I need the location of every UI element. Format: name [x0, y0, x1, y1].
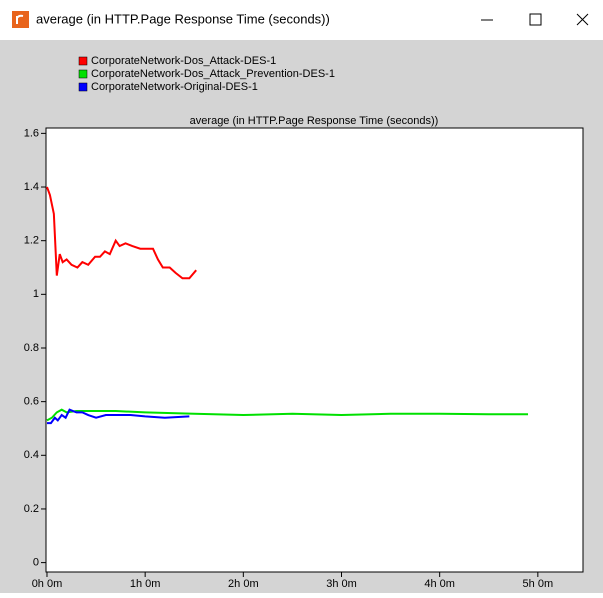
- title-bar: [0, 0, 603, 40]
- y-tick-label: 1.6: [24, 127, 39, 139]
- window-title: average (in HTTP.Page Response Time (sec…: [36, 11, 330, 26]
- y-tick-label: 1.4: [24, 181, 39, 193]
- chart-title: average (in HTTP.Page Response Time (sec…: [190, 115, 439, 127]
- y-tick-label: 0.2: [24, 503, 39, 515]
- series-line: [46, 408, 529, 422]
- x-tick-label: 0h 0m: [32, 578, 63, 590]
- y-tick-label: 0.4: [24, 449, 39, 461]
- legend-swatch: [78, 69, 88, 79]
- legend-label: CorporateNetwork-Dos_Attack_Prevention-D…: [91, 68, 335, 80]
- maximize-button[interactable]: [529, 13, 542, 26]
- legend-swatch: [78, 56, 88, 66]
- plot-area: [45, 127, 584, 573]
- close-button[interactable]: [576, 13, 589, 26]
- series-line: [46, 408, 190, 425]
- legend-label: CorporateNetwork-Original-DES-1: [91, 81, 258, 93]
- series-line: [46, 186, 197, 280]
- y-tick-label: 1: [33, 288, 39, 300]
- x-tick-label: 3h 0m: [326, 578, 357, 590]
- y-tick-label: 0: [33, 557, 39, 569]
- x-tick-label: 4h 0m: [424, 578, 455, 590]
- legend-swatch: [78, 82, 88, 92]
- app-icon-glyph: [16, 14, 24, 24]
- y-tick-label: 1.2: [24, 235, 39, 247]
- x-tick-label: 5h 0m: [523, 578, 554, 590]
- legend-label: CorporateNetwork-Dos_Attack-DES-1: [91, 55, 276, 67]
- app-icon: [12, 11, 29, 28]
- x-tick-label: 1h 0m: [130, 578, 161, 590]
- y-tick-label: 0.8: [24, 342, 39, 354]
- y-tick-label: 0.6: [24, 396, 39, 408]
- x-tick-label: 2h 0m: [228, 578, 259, 590]
